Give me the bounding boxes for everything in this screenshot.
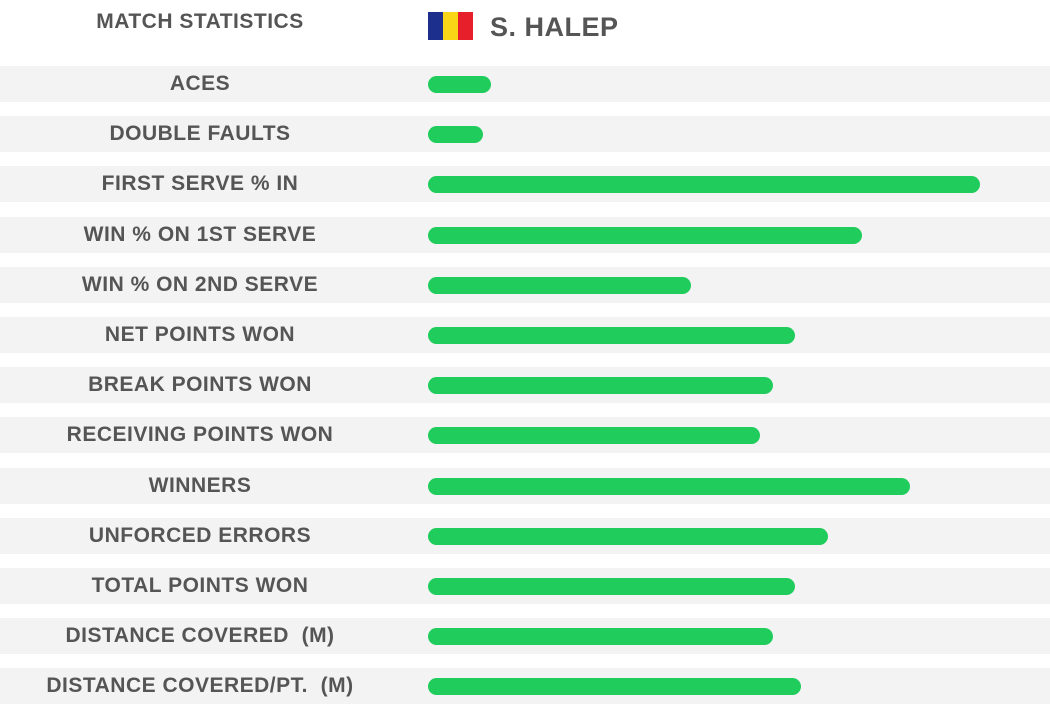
romania-flag-icon: [428, 12, 473, 40]
stat-label: DISTANCE COVERED/PT. (M): [46, 674, 354, 698]
stats-header: MATCH STATISTICS S. HALEP: [0, 0, 1050, 58]
stat-bar: [428, 678, 801, 696]
stat-row: RECEIVING POINTS WON: [0, 417, 1050, 454]
stat-bar: [428, 276, 691, 294]
stat-bar: [428, 226, 862, 244]
flag-stripe-red: [458, 12, 473, 40]
flag-stripe-blue: [428, 12, 443, 40]
stat-label: RECEIVING POINTS WON: [66, 423, 334, 447]
stat-row: WIN % ON 1ST SERVE: [0, 216, 1050, 253]
stat-bar: [428, 427, 760, 445]
flag-stripe-yellow: [443, 12, 458, 40]
stat-label: TOTAL POINTS WON: [91, 574, 309, 597]
stat-bar: [428, 327, 795, 344]
stat-label: NET POINTS WON: [104, 323, 296, 346]
stat-label: WIN % ON 1ST SERVE: [83, 222, 317, 246]
stat-bar: [428, 176, 980, 194]
stat-label: DISTANCE COVERED (M): [65, 624, 335, 648]
stat-row: DISTANCE COVERED (M): [0, 618, 1050, 655]
stat-label: ACES: [169, 72, 231, 95]
stat-label: DOUBLE FAULTS: [109, 122, 291, 146]
stat-label: UNFORCED ERRORS: [88, 523, 312, 547]
stat-bar: [428, 126, 483, 144]
stat-row: DOUBLE FAULTS: [0, 116, 1050, 153]
stat-row: WIN % ON 2ND SERVE: [0, 266, 1050, 303]
stat-bar: [428, 578, 795, 595]
stat-label: BREAK POINTS WON: [88, 373, 312, 397]
stat-label: WINNERS: [148, 473, 252, 497]
header-title: MATCH STATISTICS: [96, 10, 304, 33]
stat-bar: [428, 377, 773, 395]
stat-row: FIRST SERVE % IN: [0, 166, 1050, 203]
stat-row: DISTANCE COVERED/PT. (M): [0, 668, 1050, 704]
stat-bar: [428, 76, 491, 93]
stat-row: UNFORCED ERRORS: [0, 517, 1050, 554]
stat-row: NET POINTS WON: [0, 317, 1050, 353]
stat-label: WIN % ON 2ND SERVE: [81, 272, 319, 296]
stat-row: WINNERS: [0, 467, 1050, 504]
stat-label: FIRST SERVE % IN: [101, 172, 299, 196]
stat-row: ACES: [0, 66, 1050, 102]
stat-row: TOTAL POINTS WON: [0, 568, 1050, 604]
stat-bar: [428, 628, 773, 646]
stat-bar: [428, 527, 828, 545]
stat-row: BREAK POINTS WON: [0, 367, 1050, 404]
player-name: S. HALEP: [490, 12, 619, 42]
stat-bar: [428, 477, 910, 495]
